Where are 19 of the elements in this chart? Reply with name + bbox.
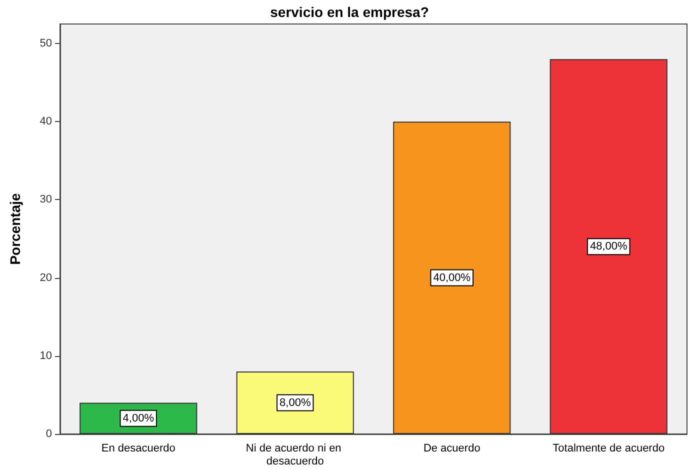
data-label: 40,00% xyxy=(433,272,471,284)
y-axis-title: Porcentaje xyxy=(7,192,23,265)
y-tick-label: 10 xyxy=(40,350,52,362)
data-label: 8,00% xyxy=(280,396,311,409)
bar xyxy=(236,372,354,434)
data-label: 48,00% xyxy=(590,240,628,253)
x-tick-label: Ni de acuerdo ni en desacuerdo xyxy=(246,442,344,468)
x-tick-label: En desacuerdo xyxy=(101,442,176,454)
y-tick-label: 30 xyxy=(40,194,52,206)
y-tick-label: 50 xyxy=(40,38,52,50)
x-tick-label: De acuerdo xyxy=(423,442,480,454)
y-tick-label: 40 xyxy=(40,116,52,128)
bar xyxy=(550,59,668,434)
y-tick-label: 0 xyxy=(46,428,52,440)
chart-title: servicio en la empresa? xyxy=(270,4,429,20)
x-tick-label: Totalmente de acuerdo xyxy=(552,442,665,454)
data-label: 4,00% xyxy=(122,412,154,424)
y-tick-label: 20 xyxy=(40,272,52,284)
bar xyxy=(393,122,511,434)
